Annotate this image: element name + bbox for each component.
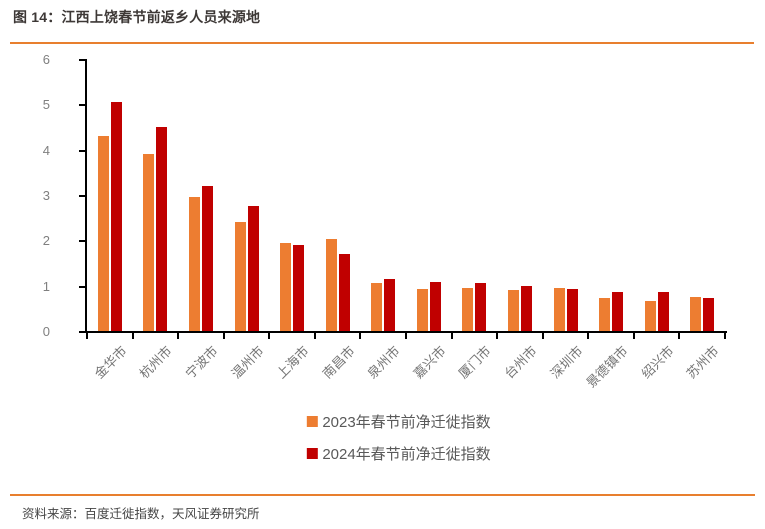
bar-s1-上海市 [293, 245, 305, 331]
bar-s1-嘉兴市 [429, 282, 441, 331]
x-axis-tick [86, 333, 88, 339]
bar-chart: 0 1 2 3 4 5 6 金华市 杭州市 宁波市 温州市 上海市 南昌市 泉州市 嘉兴市 厦门市 台州市 深圳市… [42, 52, 727, 391]
x-axis-label: 苏州市 [683, 343, 722, 382]
bar-s1-景德镇市 [612, 292, 624, 331]
bar-s0-台州市 [507, 290, 519, 331]
legend-item-2023: 2023年春节前净迁徙指数 [306, 411, 491, 432]
x-axis-label: 台州市 [501, 343, 540, 382]
x-axis-label: 泉州市 [364, 343, 403, 382]
legend-label-2023: 2023年春节前净迁徙指数 [322, 414, 491, 431]
source-note: 资料来源：百度迁徙指数，天风证券研究所 [22, 507, 260, 521]
x-axis-tick [496, 333, 499, 339]
y-axis-tick [79, 104, 85, 107]
bar-s1-厦门市 [475, 283, 487, 331]
bar-s1-绍兴市 [657, 292, 669, 331]
bar-s1-金华市 [110, 102, 122, 331]
x-axis-tick [131, 333, 134, 339]
bar-s1-泉州市 [384, 279, 396, 331]
y-axis-label: 3 [42, 188, 50, 203]
y-axis-label: 0 [42, 324, 50, 339]
x-axis-label: 杭州市 [136, 343, 176, 382]
top-divider-rule [10, 42, 754, 44]
bar-s0-南昌市 [325, 239, 337, 331]
x-axis-tick [405, 333, 407, 339]
x-axis-tick [222, 333, 225, 339]
bar-s0-上海市 [280, 243, 292, 331]
bar-s1-宁波市 [201, 186, 213, 331]
x-axis-tick [450, 333, 453, 339]
x-axis-label: 绍兴市 [638, 343, 677, 382]
x-axis-tick [587, 333, 590, 339]
legend-item-2024: 2024年春节前净迁徙指数 [306, 443, 491, 464]
x-axis-label: 景德镇市 [583, 343, 631, 391]
bar-s1-台州市 [520, 286, 532, 331]
y-axis-tick [79, 149, 85, 152]
bottom-divider-rule [10, 494, 755, 496]
x-axis-label: 温州市 [228, 343, 267, 382]
y-axis-label: 6 [42, 52, 50, 67]
x-axis-label: 宁波市 [182, 343, 221, 382]
legend-swatch-2023 [306, 416, 318, 427]
chart-legend: 2023年春节前净迁徙指数 2024年春节前净迁徙指数 [306, 411, 491, 464]
bar-s0-宁波市 [188, 197, 200, 331]
bar-s0-厦门市 [462, 288, 474, 331]
legend-swatch-2024 [306, 448, 318, 459]
bar-s0-嘉兴市 [416, 289, 428, 331]
x-axis-label: 上海市 [273, 343, 312, 382]
legend-label-2024: 2024年春节前净迁徙指数 [322, 446, 491, 463]
bar-s0-景德镇市 [599, 298, 611, 331]
y-axis-tick [79, 331, 85, 333]
y-axis-label: 1 [42, 278, 50, 294]
x-axis-tick [359, 333, 362, 339]
bar-s1-温州市 [247, 206, 259, 331]
y-axis-tick [79, 59, 85, 61]
bar-s0-绍兴市 [644, 301, 656, 331]
figure-title: 图 14：江西上饶春节前返乡人员来源地 [13, 9, 261, 25]
x-axis-tick [313, 333, 316, 339]
x-axis-tick [541, 333, 544, 339]
y-axis-tick [79, 285, 85, 288]
x-axis-tick [678, 333, 681, 339]
y-axis-tick [79, 195, 85, 197]
bar-s0-深圳市 [553, 288, 565, 331]
x-axis-tick [177, 333, 180, 339]
bar-s0-金华市 [97, 136, 109, 331]
x-axis-label: 南昌市 [319, 343, 358, 382]
bar-s1-杭州市 [156, 127, 168, 331]
y-axis-label: 4 [42, 142, 50, 158]
bar-s1-南昌市 [338, 254, 350, 331]
bar-s0-杭州市 [143, 154, 155, 331]
x-axis-label: 金华市 [91, 343, 130, 382]
x-axis-label: 厦门市 [455, 343, 495, 382]
x-axis-tick [632, 333, 635, 339]
bar-s0-泉州市 [371, 283, 383, 331]
bar-s0-苏州市 [690, 297, 702, 331]
x-axis-line [85, 331, 727, 333]
x-axis-tick [268, 333, 271, 339]
x-axis-label: 深圳市 [547, 343, 586, 382]
y-axis-label: 5 [42, 97, 50, 113]
bar-s0-温州市 [234, 222, 246, 331]
bar-s1-深圳市 [566, 289, 578, 331]
bar-s1-苏州市 [703, 298, 715, 331]
y-axis-line [85, 59, 87, 333]
x-axis-label: 嘉兴市 [410, 343, 449, 382]
y-axis-tick [79, 240, 85, 243]
x-axis-tick [724, 333, 726, 339]
y-axis-label: 2 [42, 233, 50, 249]
